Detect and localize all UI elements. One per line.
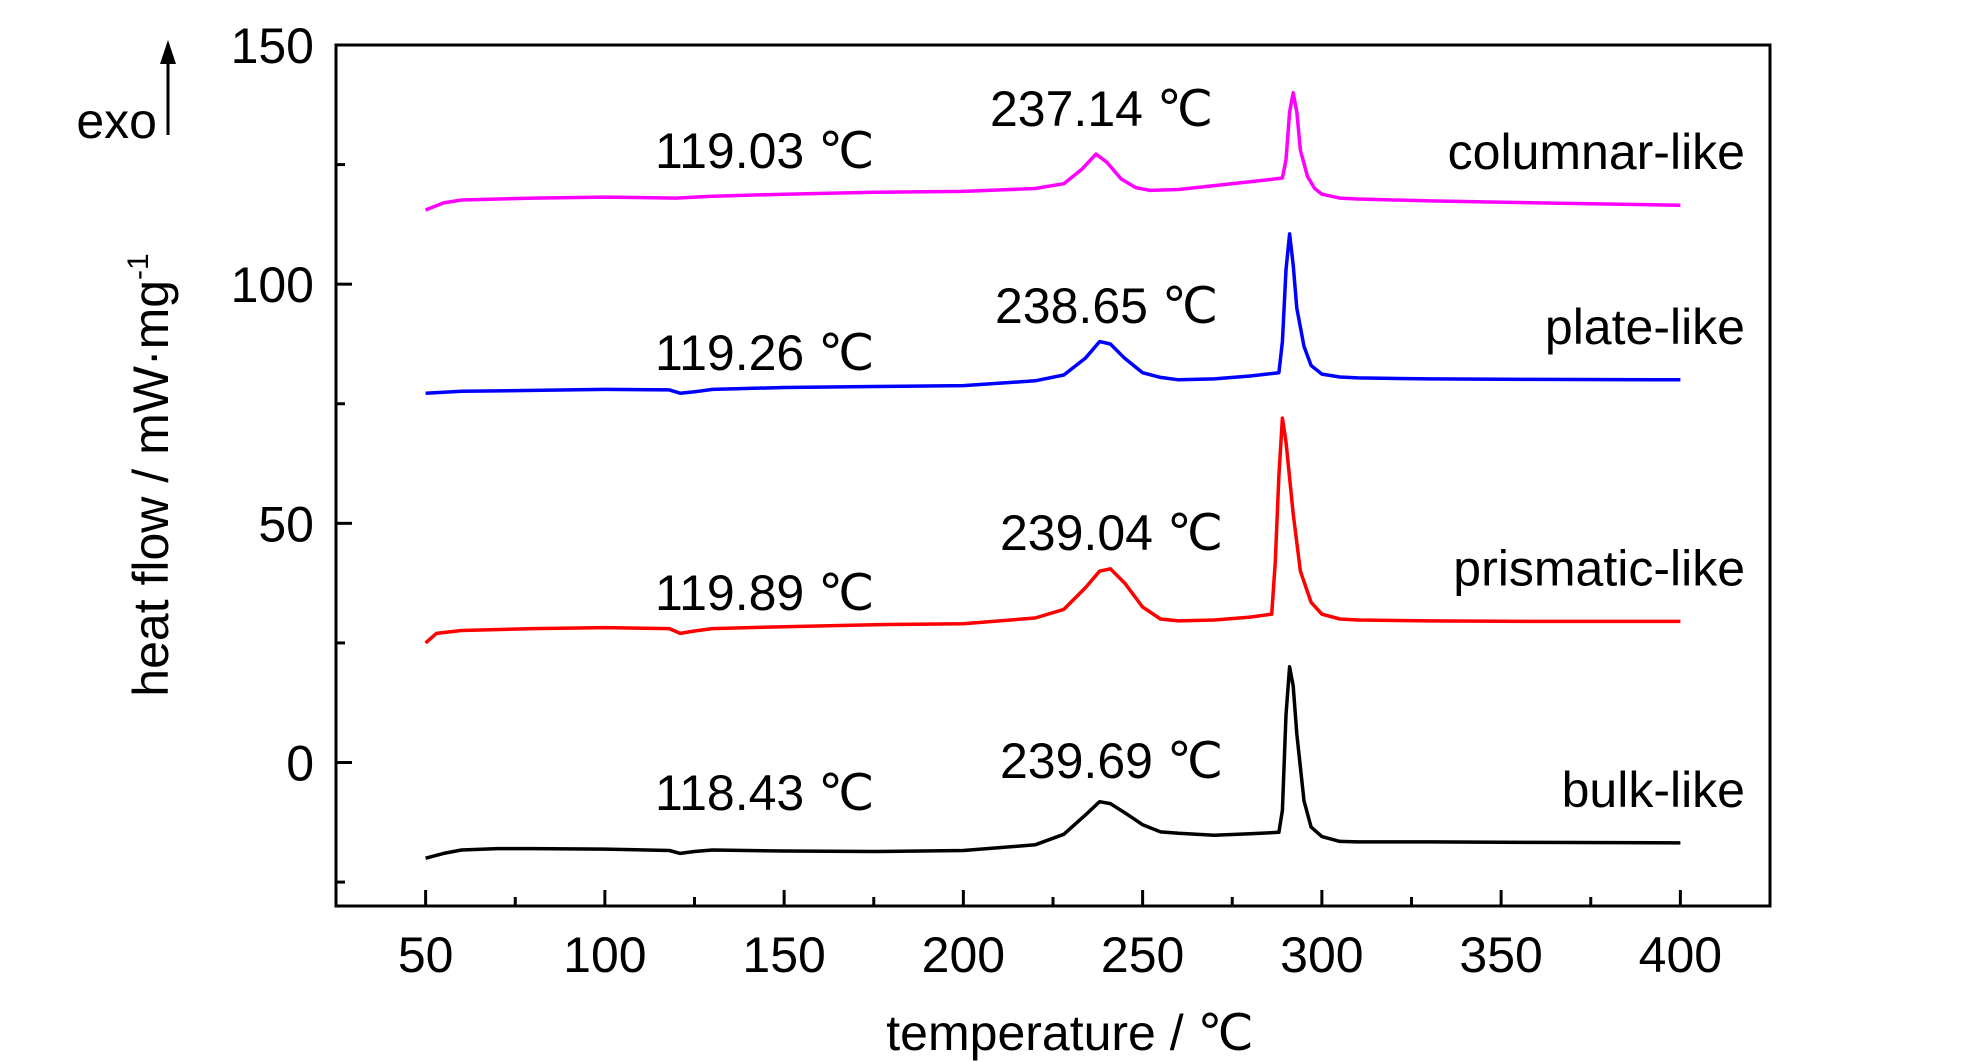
glass-transition-annotation: 119.89 ℃ [655,565,874,621]
series-name-label: prismatic-like [1453,540,1745,596]
x-tick-label: 100 [563,927,646,983]
peak-temperature-annotation: 239.04 ℃ [1000,505,1223,561]
x-tick-label: 350 [1459,927,1542,983]
y-axis-title: heat flow / mW·mg-1 [122,253,179,696]
x-axis-title: temperature / ℃ [886,1005,1253,1061]
x-tick-label: 150 [742,927,825,983]
exo-arrow-head-icon [160,40,176,64]
series-line-prismatic-like [424,416,1681,645]
x-tick-label: 300 [1280,927,1363,983]
y-axis-title-superscript: -1 [122,253,155,280]
series-name-label: columnar-like [1448,124,1745,180]
y-tick-label: 50 [258,496,314,552]
x-tick-label: 400 [1639,927,1722,983]
glass-transition-annotation: 118.43 ℃ [655,765,874,821]
series-layer [424,91,1681,860]
glass-transition-annotation: 119.26 ℃ [655,325,874,381]
x-tick-label: 50 [398,927,454,983]
y-tick-label: 100 [231,257,314,313]
exo-label: exo [76,93,157,149]
y-tick-label: 0 [286,736,314,792]
glass-transition-annotation: 119.03 ℃ [655,123,874,179]
y-tick-label: 150 [231,18,314,74]
x-tick-label: 250 [1101,927,1184,983]
y-axis-title-main: heat flow / mW·mg [123,280,179,697]
series-line-bulk-like [425,665,1681,860]
series-line-columnar-like [424,91,1681,212]
x-tick-label: 200 [922,927,1005,983]
axis-ticks: 50 100 150 200 250 300 350 400 0 50 100 150 [231,18,1723,983]
y-axis-title-group: heat flow / mW·mg-1 [122,253,179,696]
exo-indicator: exo [76,40,176,149]
series-name-label: bulk-like [1562,762,1745,818]
series-name-label: plate-like [1545,299,1745,355]
label-layer: columnar-like plate-like prismatic-like bul… [655,81,1745,821]
peak-temperature-annotation: 238.65 ℃ [995,278,1218,334]
peak-temperature-annotation: 239.69 ℃ [1000,733,1223,789]
series-line-plate-like [425,232,1681,395]
peak-temperature-annotation: 237.14 ℃ [990,81,1213,137]
